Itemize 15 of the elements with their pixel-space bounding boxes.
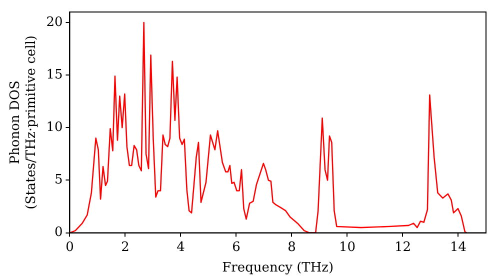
x-tick-label: 0 — [66, 240, 74, 255]
y-tick-label: 10 — [46, 120, 63, 136]
x-tick-label: 14 — [450, 240, 467, 255]
x-tick-label: 4 — [176, 240, 185, 255]
y-tick-label: 15 — [46, 67, 63, 82]
x-tick-label: 6 — [232, 240, 240, 255]
x-axis-title: Frequency (THz) — [222, 260, 334, 276]
x-tick-label: 10 — [338, 240, 356, 255]
y-axis-title: Phonon DOS (States/THz·primitive cell) — [8, 35, 39, 210]
x-tick-label: 12 — [394, 240, 412, 255]
y-tick-label: 0 — [54, 225, 63, 240]
x-tick-label: 8 — [288, 240, 296, 255]
y-tick-label: 20 — [46, 14, 63, 30]
y-tick-label: 5 — [54, 172, 63, 188]
x-tick-label: 2 — [121, 240, 130, 255]
